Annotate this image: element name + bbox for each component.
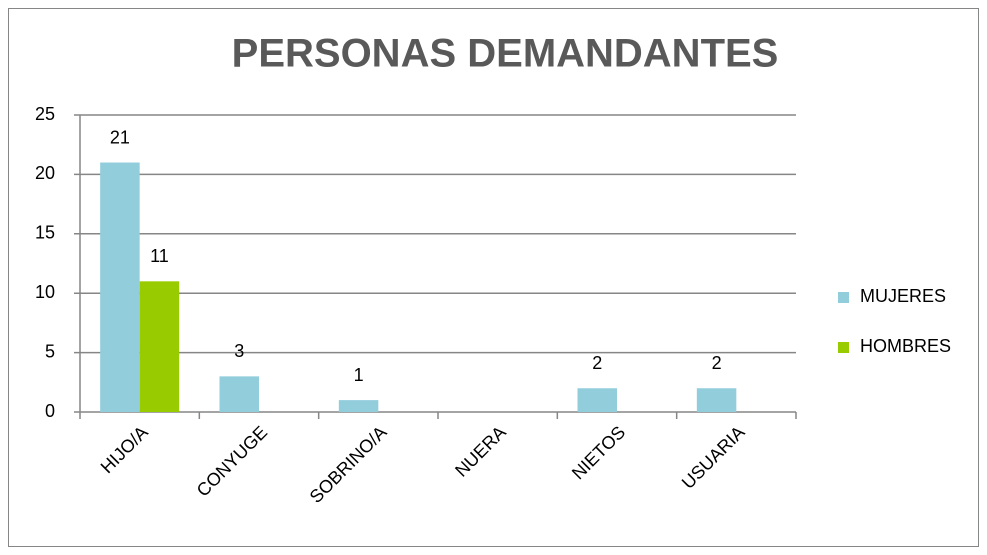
y-tick-label: 15 [35,223,55,243]
legend-swatch [838,292,849,303]
data-label: 21 [110,127,130,147]
bar [696,388,737,412]
legend-label: MUJERES [860,286,946,306]
data-label: 1 [354,365,364,385]
y-tick-label: 0 [45,401,55,421]
data-label: 2 [712,353,722,373]
y-tick-label: 10 [35,282,55,302]
legend-swatch [838,342,849,353]
bar [338,400,379,412]
y-tick-label: 25 [35,104,55,124]
chart-title: PERSONAS DEMANDANTES [232,32,779,76]
bar [100,162,140,412]
data-label: 2 [592,353,602,373]
bar [219,376,259,412]
legend-label: HOMBRES [860,336,951,356]
data-label: 3 [234,341,244,361]
bar [139,281,180,412]
chart-frame [8,8,979,547]
data-label: 11 [150,246,169,266]
bar [577,388,617,412]
y-tick-label: 5 [45,341,55,361]
y-tick-label: 20 [35,163,55,183]
